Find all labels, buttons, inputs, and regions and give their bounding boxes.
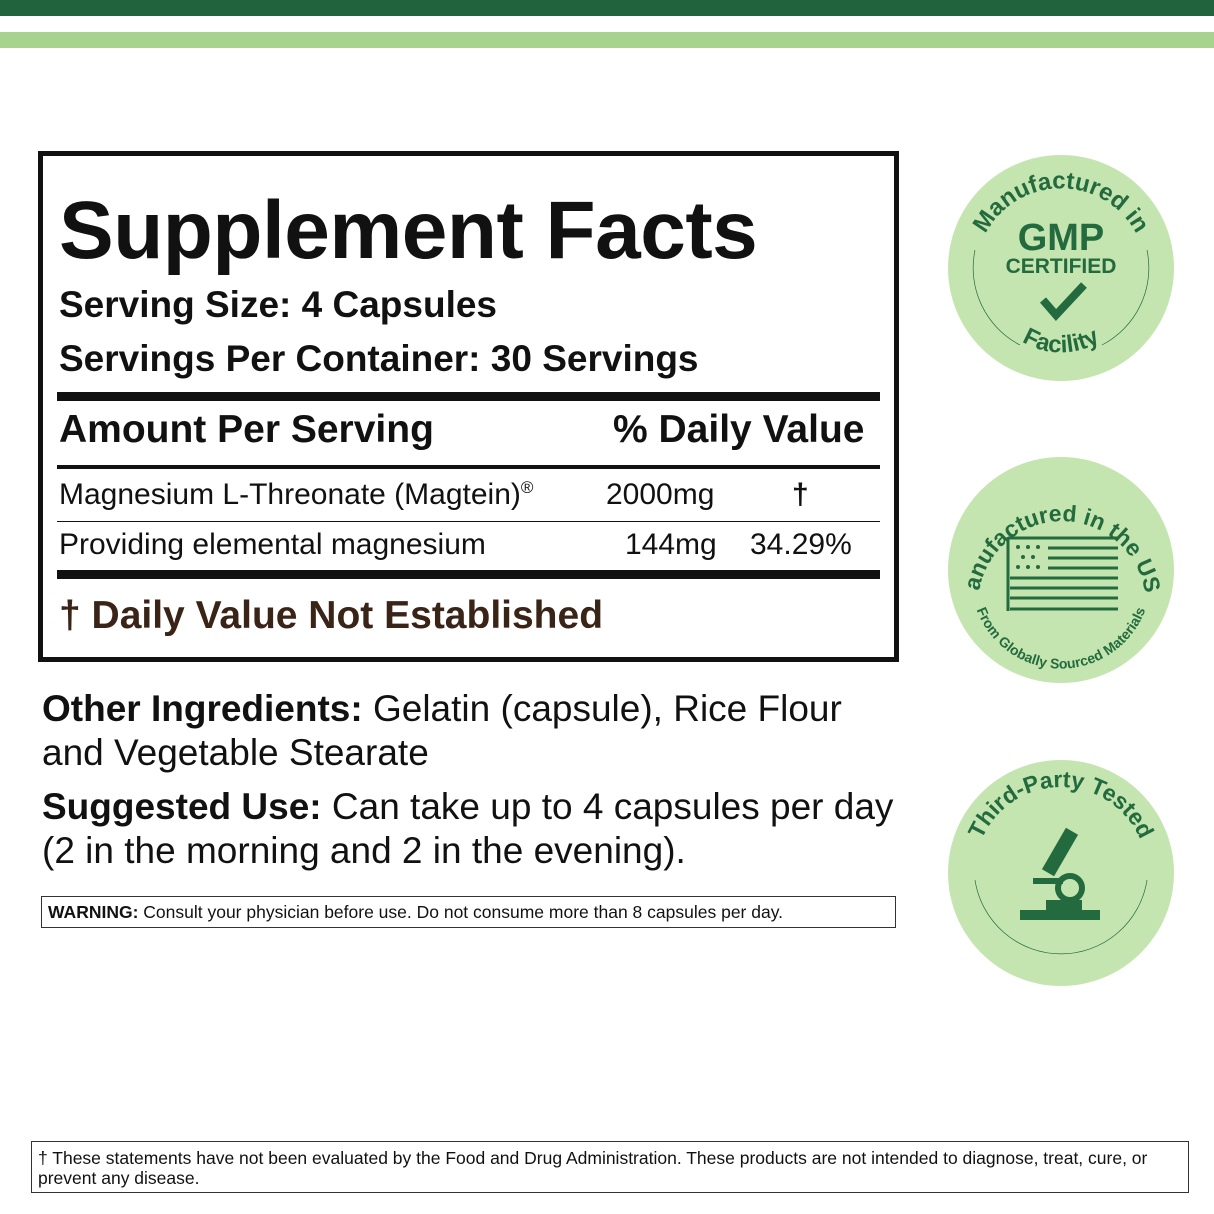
- third-party-badge: Third-Party Tested: [948, 760, 1174, 986]
- divider: [57, 570, 880, 579]
- servings-per-container: Servings Per Container: 30 Servings: [59, 338, 699, 379]
- ingredient-dv: †: [792, 478, 809, 511]
- warning-box: WARNING: Consult your physician before u…: [41, 896, 896, 928]
- divider: [57, 392, 880, 401]
- usa-badge: Manufactured in the USA From Globally So…: [948, 457, 1174, 683]
- amount-header: Amount Per Serving: [59, 408, 434, 451]
- gmp-badge: Manufactured in GMP CERTIFIED Facility: [948, 155, 1174, 381]
- divider: [57, 465, 880, 469]
- top-light-band: [0, 32, 1214, 48]
- supplement-facts-panel: Supplement Facts Serving Size: 4 Capsule…: [38, 151, 899, 662]
- suggested-use: Suggested Use: Can take up to 4 capsules…: [42, 786, 894, 871]
- certified-text: CERTIFIED: [1006, 255, 1117, 278]
- serving-size: Serving Size: 4 Capsules: [59, 284, 498, 325]
- gmp-text: GMP: [1018, 217, 1105, 259]
- checkmark-icon: [1039, 282, 1087, 321]
- dv-header: % Daily Value: [613, 408, 865, 451]
- microscope-icon: [1020, 827, 1100, 920]
- other-ingredients: Other Ingredients: Gelatin (capsule), Ri…: [42, 688, 842, 773]
- ingredient-amount: 144mg: [625, 528, 717, 561]
- fda-disclaimer: † These statements have not been evaluat…: [31, 1141, 1189, 1193]
- ingredient-name: Providing elemental magnesium: [59, 528, 486, 561]
- ingredient-name: Magnesium L-Threonate (Magtein)®: [59, 478, 534, 511]
- ingredient-dv: 34.29%: [750, 528, 852, 561]
- divider: [57, 521, 880, 522]
- panel-title: Supplement Facts: [59, 185, 758, 276]
- dv-footnote: † Daily Value Not Established: [59, 594, 604, 637]
- ingredient-amount: 2000mg: [606, 478, 715, 511]
- top-dark-band: [0, 0, 1214, 16]
- us-flag-icon: [1006, 536, 1118, 611]
